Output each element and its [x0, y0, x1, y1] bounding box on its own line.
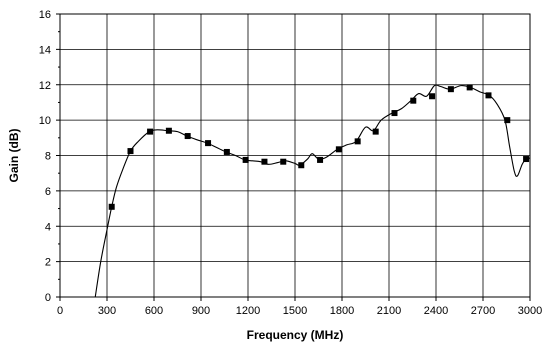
x-tick-label: 300 [98, 305, 116, 317]
data-point-marker [354, 138, 361, 145]
y-axis-title: Gain (dB) [7, 129, 21, 183]
data-point-marker [429, 93, 436, 100]
data-point-marker [504, 117, 511, 124]
data-point-marker [147, 128, 154, 135]
y-tick-label: 8 [45, 151, 51, 163]
data-point-marker [242, 156, 249, 163]
x-tick-label: 2400 [424, 305, 448, 317]
y-tick-label: 16 [39, 9, 51, 21]
y-tick-label: 12 [39, 80, 51, 92]
data-point-marker [261, 158, 268, 165]
data-point-marker [410, 97, 417, 104]
data-point-marker [223, 148, 230, 155]
x-tick-label: 900 [192, 305, 210, 317]
y-tick-label: 2 [45, 257, 51, 269]
y-tick-label: 10 [39, 115, 51, 127]
data-point-marker [280, 158, 287, 165]
x-axis-title: Frequency (MHz) [247, 328, 344, 342]
data-point-marker [165, 127, 172, 134]
data-markers [108, 84, 530, 210]
data-point-marker [127, 148, 134, 155]
x-tick-label: 1200 [236, 305, 260, 317]
x-tick-label: 3000 [518, 305, 542, 317]
x-tick-label: 1500 [283, 305, 307, 317]
data-point-marker [317, 156, 324, 163]
data-point-marker [466, 84, 473, 91]
x-tick-label: 2700 [471, 305, 495, 317]
data-point-marker [108, 203, 115, 210]
data-point-marker [523, 156, 530, 163]
data-point-marker [184, 133, 191, 140]
x-tick-label: 600 [145, 305, 163, 317]
y-tick-label: 4 [45, 221, 51, 233]
y-tick-label: 14 [39, 44, 51, 56]
y-axis-ticks: 0 2 4 6 8 10 12 14 16 [39, 9, 60, 304]
grid-lines [59, 13, 531, 298]
y-tick-label: 0 [45, 292, 51, 304]
x-axis-ticks: 0 300 600 900 1200 1500 1800 2100 2400 2700 3000 [57, 297, 542, 317]
x-tick-label: 0 [57, 305, 63, 317]
data-point-marker [298, 162, 305, 169]
data-point-marker [447, 86, 454, 93]
data-point-marker [485, 92, 492, 99]
data-point-marker [205, 140, 212, 147]
x-tick-label: 1800 [330, 305, 354, 317]
data-point-marker [391, 110, 398, 117]
gain-curve [94, 84, 531, 298]
x-tick-label: 2100 [377, 305, 401, 317]
data-point-marker [335, 146, 342, 153]
data-point-marker [372, 128, 379, 135]
y-tick-label: 6 [45, 186, 51, 198]
